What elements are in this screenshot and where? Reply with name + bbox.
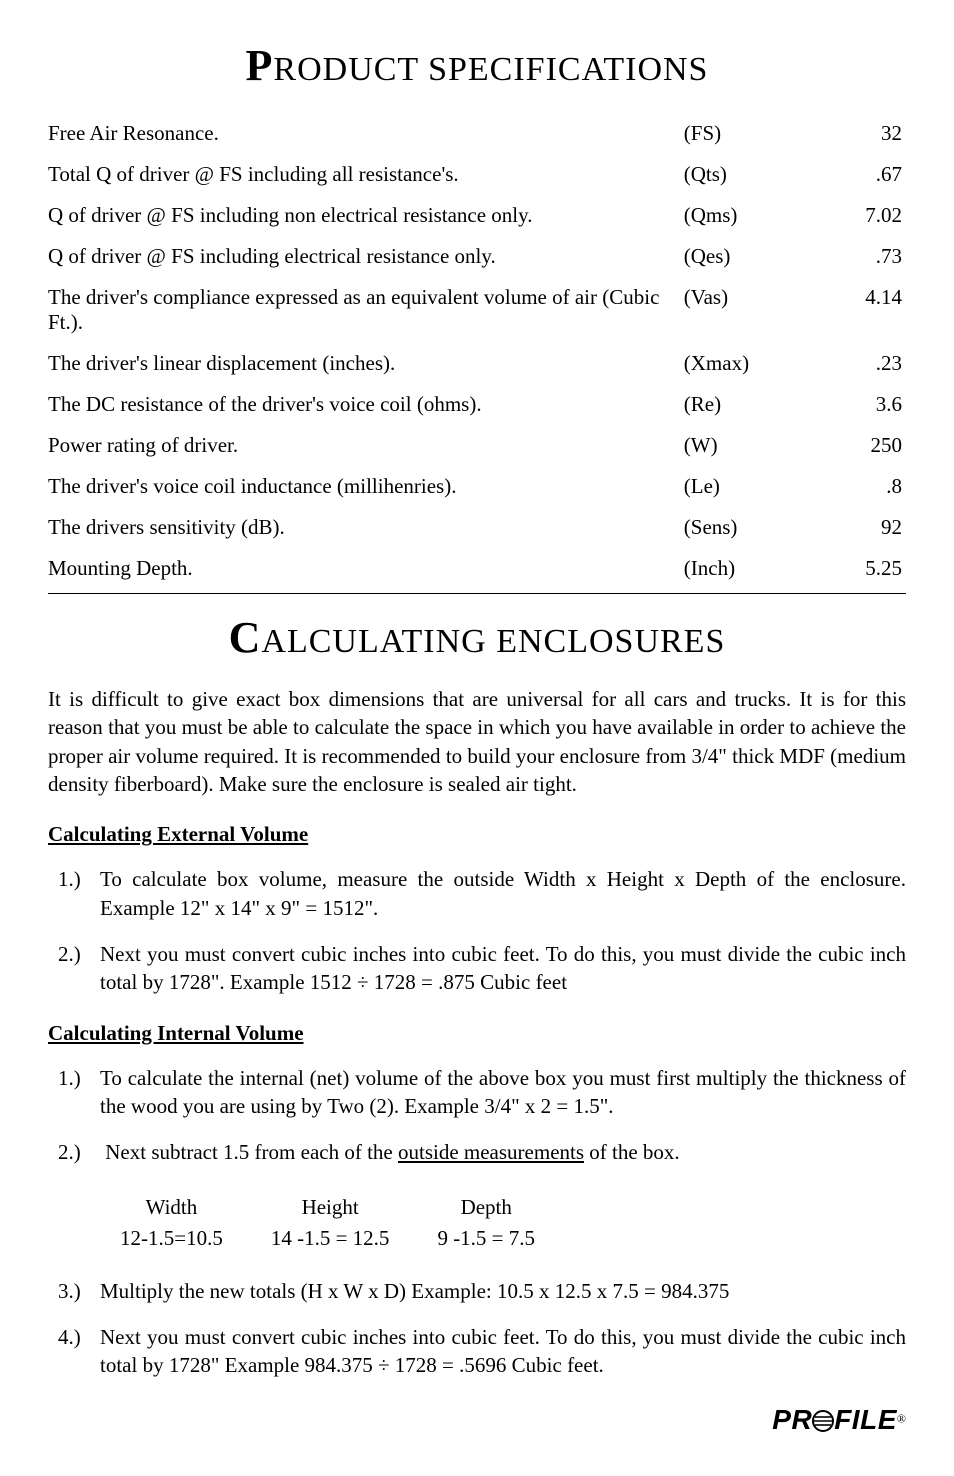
- spec-row: Total Q of driver @ FS including all res…: [48, 154, 906, 195]
- spec-desc: Q of driver @ FS including non electrica…: [48, 195, 666, 236]
- spec-symbol: (Re): [666, 384, 786, 425]
- spec-desc: Total Q of driver @ FS including all res…: [48, 154, 666, 195]
- spec-row: Q of driver @ FS including non electrica…: [48, 195, 906, 236]
- int-item-4: 4.) Next you must convert cubic inches i…: [94, 1323, 906, 1380]
- spec-symbol: (W): [666, 425, 786, 466]
- spec-value: 7.02: [786, 195, 906, 236]
- int-volume-list: 1.) To calculate the internal (net) volu…: [94, 1064, 906, 1167]
- spec-desc: The drivers sensitivity (dB).: [48, 507, 666, 548]
- spec-value: .8: [786, 466, 906, 507]
- int-item-2: 2.) Next subtract 1.5 from each of the o…: [94, 1138, 906, 1166]
- brand-logo: PR FILE®: [48, 1404, 906, 1436]
- logo-file: FILE: [834, 1404, 897, 1435]
- spec-value: .23: [786, 343, 906, 384]
- measure-head-height: Height: [271, 1193, 436, 1222]
- title1-rest: RODUCT SPECIFICATIONS: [273, 51, 708, 88]
- measure-table: Width Height Depth 12-1.5=10.5 14 -1.5 =…: [118, 1191, 583, 1255]
- spec-symbol: (Qms): [666, 195, 786, 236]
- measure-val-height: 14 -1.5 = 12.5: [271, 1224, 436, 1253]
- ext-volume-list: 1.) To calculate box volume, measure the…: [94, 865, 906, 996]
- title2-rest: ALCULATING ENCLOSURES: [261, 623, 725, 660]
- spec-desc: The DC resistance of the driver's voice …: [48, 384, 666, 425]
- logo-pr: PR: [772, 1404, 812, 1435]
- int-item-3: 3.) Multiply the new totals (H x W x D) …: [94, 1277, 906, 1305]
- spec-desc: Free Air Resonance.: [48, 113, 666, 154]
- spec-value: .73: [786, 236, 906, 277]
- intro-paragraph: It is difficult to give exact box dimens…: [48, 685, 906, 798]
- spec-value: 3.6: [786, 384, 906, 425]
- title-calc-enclosures: CALCULATING ENCLOSURES: [48, 612, 906, 663]
- spec-row: Free Air Resonance.(FS)32: [48, 113, 906, 154]
- spec-symbol: (FS): [666, 113, 786, 154]
- int-item-1: 1.) To calculate the internal (net) volu…: [94, 1064, 906, 1121]
- spec-value: 32: [786, 113, 906, 154]
- int-item-2-underline: outside measurements: [398, 1140, 584, 1164]
- spec-symbol: (Le): [666, 466, 786, 507]
- spec-row: Q of driver @ FS including electrical re…: [48, 236, 906, 277]
- int-item-2-pre: Next subtract 1.5 from each of the: [105, 1140, 398, 1164]
- spec-desc: Q of driver @ FS including electrical re…: [48, 236, 666, 277]
- ext-item: 2.) Next you must convert cubic inches i…: [94, 940, 906, 997]
- title-product-specs: PRODUCT SPECIFICATIONS: [48, 40, 906, 91]
- measure-val-depth: 9 -1.5 = 7.5: [437, 1224, 581, 1253]
- spec-row: The driver's compliance expressed as an …: [48, 277, 906, 343]
- logo-grille-icon: [812, 1410, 834, 1432]
- spec-symbol: (Vas): [666, 277, 786, 343]
- spec-value: 5.25: [786, 548, 906, 589]
- title1-bigletter: P: [246, 41, 274, 90]
- spec-row: Mounting Depth.(Inch)5.25: [48, 548, 906, 589]
- spec-symbol: (Sens): [666, 507, 786, 548]
- spec-row: The drivers sensitivity (dB).(Sens)92: [48, 507, 906, 548]
- int-volume-list-cont: 3.) Multiply the new totals (H x W x D) …: [94, 1277, 906, 1380]
- spec-desc: The driver's voice coil inductance (mill…: [48, 466, 666, 507]
- measure-head-depth: Depth: [437, 1193, 581, 1222]
- spec-value: 4.14: [786, 277, 906, 343]
- int-item-1-text: To calculate the internal (net) volume o…: [100, 1066, 906, 1118]
- spec-value: 92: [786, 507, 906, 548]
- spec-desc: Power rating of driver.: [48, 425, 666, 466]
- spec-row: The DC resistance of the driver's voice …: [48, 384, 906, 425]
- spec-desc: The driver's linear displacement (inches…: [48, 343, 666, 384]
- spec-row: The driver's voice coil inductance (mill…: [48, 466, 906, 507]
- logo-reg: ®: [897, 1411, 906, 1425]
- spec-symbol: (Qts): [666, 154, 786, 195]
- int-volume-heading: Calculating Internal Volume: [48, 1021, 906, 1046]
- spec-value: 250: [786, 425, 906, 466]
- specs-divider: [48, 593, 906, 594]
- spec-desc: Mounting Depth.: [48, 548, 666, 589]
- spec-symbol: (Inch): [666, 548, 786, 589]
- title2-bigletter: C: [229, 613, 262, 662]
- spec-symbol: (Xmax): [666, 343, 786, 384]
- ext-volume-heading: Calculating External Volume: [48, 822, 906, 847]
- spec-row: Power rating of driver.(W)250: [48, 425, 906, 466]
- measure-head-width: Width: [120, 1193, 269, 1222]
- specs-table: Free Air Resonance.(FS)32Total Q of driv…: [48, 113, 906, 589]
- int-item-4-text: Next you must convert cubic inches into …: [100, 1325, 906, 1377]
- measure-val-width: 12-1.5=10.5: [120, 1224, 269, 1253]
- int-item-2-post: of the box.: [584, 1140, 680, 1164]
- spec-row: The driver's linear displacement (inches…: [48, 343, 906, 384]
- spec-value: .67: [786, 154, 906, 195]
- int-item-3-text: Multiply the new totals (H x W x D) Exam…: [100, 1279, 729, 1303]
- ext-item: 1.) To calculate box volume, measure the…: [94, 865, 906, 922]
- spec-desc: The driver's compliance expressed as an …: [48, 277, 666, 343]
- spec-symbol: (Qes): [666, 236, 786, 277]
